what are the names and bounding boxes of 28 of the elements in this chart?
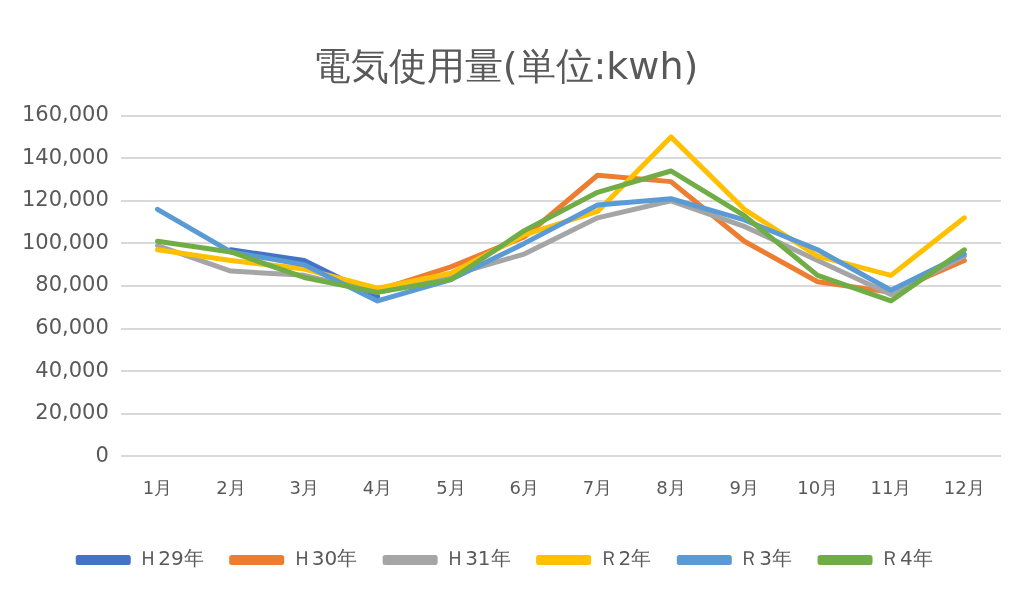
- y-tick-label: 40,000: [35, 357, 109, 382]
- y-tick-label: 120,000: [22, 187, 109, 212]
- y-tick-label: 0: [95, 442, 109, 467]
- x-tick-label: 2月: [216, 476, 246, 498]
- x-tick-label: 7月: [582, 476, 613, 498]
- chart-title: 電気使用量(単位:kwh): [312, 43, 699, 88]
- x-tick-label: 1月: [142, 476, 173, 498]
- y-tick-label: 20,000: [35, 400, 109, 425]
- y-tick-label: 100,000: [22, 229, 109, 254]
- legend-label: Ｒ2年: [598, 546, 652, 571]
- x-tick-label: 4月: [362, 476, 393, 498]
- x-tick-label: 3月: [289, 476, 319, 498]
- x-tick-label: 9月: [729, 476, 760, 498]
- x-tick-label: 6月: [509, 476, 539, 498]
- y-tick-label: 80,000: [35, 272, 109, 297]
- x-tick-label: 11月: [870, 476, 912, 498]
- legend-label: Ｈ29年: [138, 546, 204, 571]
- x-tick-label: 5月: [436, 476, 466, 498]
- legend-label: Ｒ3年: [739, 546, 793, 571]
- legend-label: Ｈ30年: [291, 546, 358, 571]
- legend-label: Ｒ4年: [880, 546, 933, 571]
- y-tick-label: 60,000: [35, 315, 109, 340]
- x-tick-label: 10月: [797, 476, 839, 498]
- x-tick-label: 12月: [943, 476, 985, 498]
- legend-label: Ｈ31年: [445, 546, 511, 571]
- x-tick-label: 8月: [656, 476, 686, 498]
- y-tick-label: 160,000: [22, 102, 109, 127]
- y-tick-label: 140,000: [22, 144, 109, 169]
